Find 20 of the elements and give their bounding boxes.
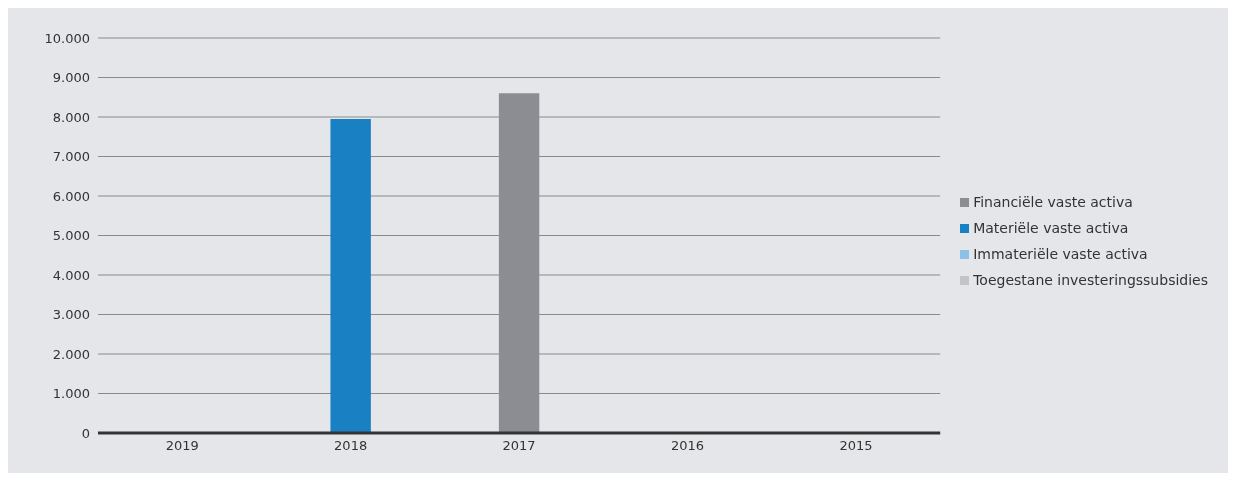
x-tick-label: 2019: [165, 438, 199, 454]
legend-label: Immateriële vaste activa: [973, 245, 1148, 262]
y-tick-label: 6.000: [52, 188, 90, 204]
y-tick-label: 3.000: [52, 307, 90, 323]
legend-label: Financiële vaste activa: [973, 193, 1133, 210]
y-tick-label: 5.000: [52, 228, 90, 244]
legend-label: Materiële vaste activa: [973, 219, 1129, 236]
x-tick-label: 2016: [670, 438, 705, 454]
y-tick-label: 8.000: [52, 109, 90, 125]
y-tick-label: 4.000: [52, 267, 90, 283]
legend-label: Toegestane investeringssubsidies: [973, 271, 1208, 288]
y-tick-label: 7.000: [52, 149, 90, 165]
y-tick-label: 9.000: [52, 70, 90, 86]
x-tick-label: 2018: [334, 438, 368, 454]
y-tick-label: 10.000: [44, 30, 90, 46]
y-tick-label: 0: [81, 425, 90, 441]
y-tick-label: 1.000: [52, 386, 90, 402]
y-tick-label: 2.000: [52, 346, 90, 362]
x-tick-label: 2015: [839, 438, 873, 454]
x-tick-label: 2017: [502, 438, 536, 454]
